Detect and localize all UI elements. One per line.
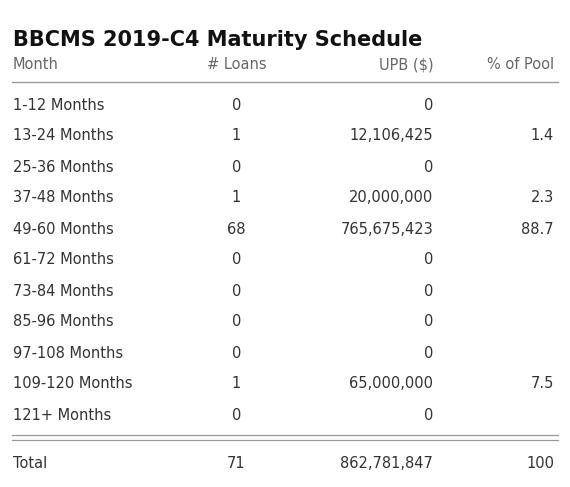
Text: 88.7: 88.7 [522, 222, 554, 237]
Text: BBCMS 2019-C4 Maturity Schedule: BBCMS 2019-C4 Maturity Schedule [13, 30, 422, 50]
Text: 68: 68 [227, 222, 246, 237]
Text: 7.5: 7.5 [531, 376, 554, 392]
Text: Month: Month [13, 57, 58, 72]
Text: Total: Total [13, 455, 47, 470]
Text: # Loans: # Loans [207, 57, 266, 72]
Text: 0: 0 [232, 408, 241, 423]
Text: % of Pool: % of Pool [487, 57, 554, 72]
Text: 25-36 Months: 25-36 Months [13, 160, 113, 174]
Text: 97-108 Months: 97-108 Months [13, 345, 123, 360]
Text: UPB ($): UPB ($) [378, 57, 433, 72]
Text: 2.3: 2.3 [531, 190, 554, 206]
Text: 20,000,000: 20,000,000 [349, 190, 433, 206]
Text: 61-72 Months: 61-72 Months [13, 252, 113, 267]
Text: 0: 0 [232, 315, 241, 330]
Text: 0: 0 [424, 283, 433, 299]
Text: 0: 0 [424, 408, 433, 423]
Text: 765,675,423: 765,675,423 [340, 222, 433, 237]
Text: 0: 0 [424, 160, 433, 174]
Text: 1.4: 1.4 [531, 129, 554, 144]
Text: 65,000,000: 65,000,000 [349, 376, 433, 392]
Text: 1: 1 [232, 376, 241, 392]
Text: 49-60 Months: 49-60 Months [13, 222, 113, 237]
Text: 0: 0 [232, 345, 241, 360]
Text: 85-96 Months: 85-96 Months [13, 315, 113, 330]
Text: 13-24 Months: 13-24 Months [13, 129, 113, 144]
Text: 121+ Months: 121+ Months [13, 408, 111, 423]
Text: 0: 0 [424, 345, 433, 360]
Text: 37-48 Months: 37-48 Months [13, 190, 113, 206]
Text: 862,781,847: 862,781,847 [340, 455, 433, 470]
Text: 0: 0 [232, 283, 241, 299]
Text: 0: 0 [232, 97, 241, 112]
Text: 0: 0 [424, 315, 433, 330]
Text: 100: 100 [526, 455, 554, 470]
Text: 1: 1 [232, 190, 241, 206]
Text: 0: 0 [232, 252, 241, 267]
Text: 109-120 Months: 109-120 Months [13, 376, 132, 392]
Text: 1-12 Months: 1-12 Months [13, 97, 104, 112]
Text: 0: 0 [424, 252, 433, 267]
Text: 73-84 Months: 73-84 Months [13, 283, 113, 299]
Text: 71: 71 [227, 455, 246, 470]
Text: 1: 1 [232, 129, 241, 144]
Text: 0: 0 [232, 160, 241, 174]
Text: 0: 0 [424, 97, 433, 112]
Text: 12,106,425: 12,106,425 [349, 129, 433, 144]
